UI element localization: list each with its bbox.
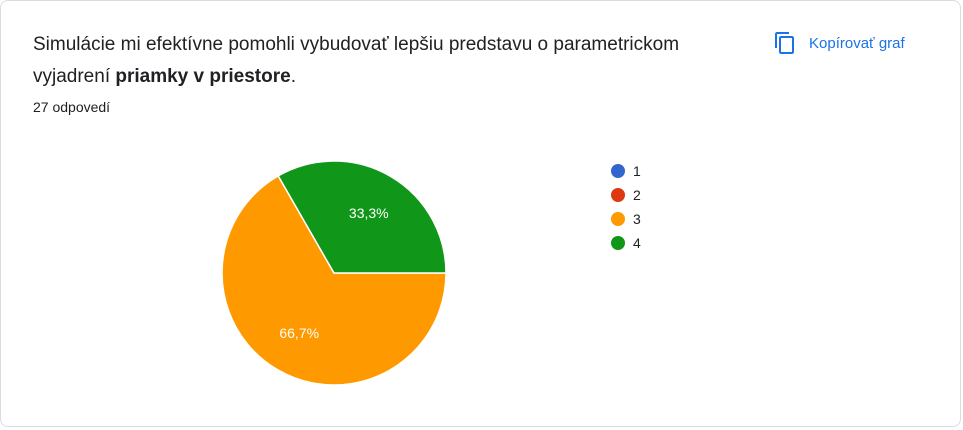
- pie-slice-4[interactable]: [277, 160, 447, 274]
- slice-label-4: 33,3%: [349, 205, 389, 221]
- legend-swatch-3: [611, 212, 625, 226]
- legend-item-3[interactable]: 3: [611, 207, 641, 231]
- legend-label-4: 4: [633, 235, 641, 251]
- legend-swatch-2: [611, 188, 625, 202]
- legend-swatch-4: [611, 236, 625, 250]
- legend-label-3: 3: [633, 211, 641, 227]
- legend-item-1[interactable]: 1: [611, 159, 641, 183]
- slice-label-3: 66,7%: [279, 325, 319, 341]
- copy-chart-button[interactable]: Kopírovať graf: [765, 25, 913, 61]
- question-text-bold: priamky v priestore: [115, 66, 291, 87]
- copy-icon: [775, 32, 794, 54]
- legend-item-4[interactable]: 4: [611, 231, 641, 255]
- copy-chart-label: Kopírovať graf: [809, 34, 905, 52]
- pie-slice-3[interactable]: [221, 174, 447, 386]
- question-title: Simulácie mi efektívne pomohli vybudovať…: [33, 29, 753, 93]
- question-text: Simulácie mi efektívne pomohli vybudovať…: [33, 34, 680, 87]
- question-text-end: .: [290, 66, 296, 87]
- response-count: 27 odpovedí: [33, 99, 111, 115]
- legend-label-2: 2: [633, 187, 641, 203]
- legend-item-2[interactable]: 2: [611, 183, 641, 207]
- legend-label-1: 1: [633, 163, 641, 179]
- chart-legend: 1 2 3 4: [611, 159, 641, 255]
- legend-swatch-1: [611, 164, 625, 178]
